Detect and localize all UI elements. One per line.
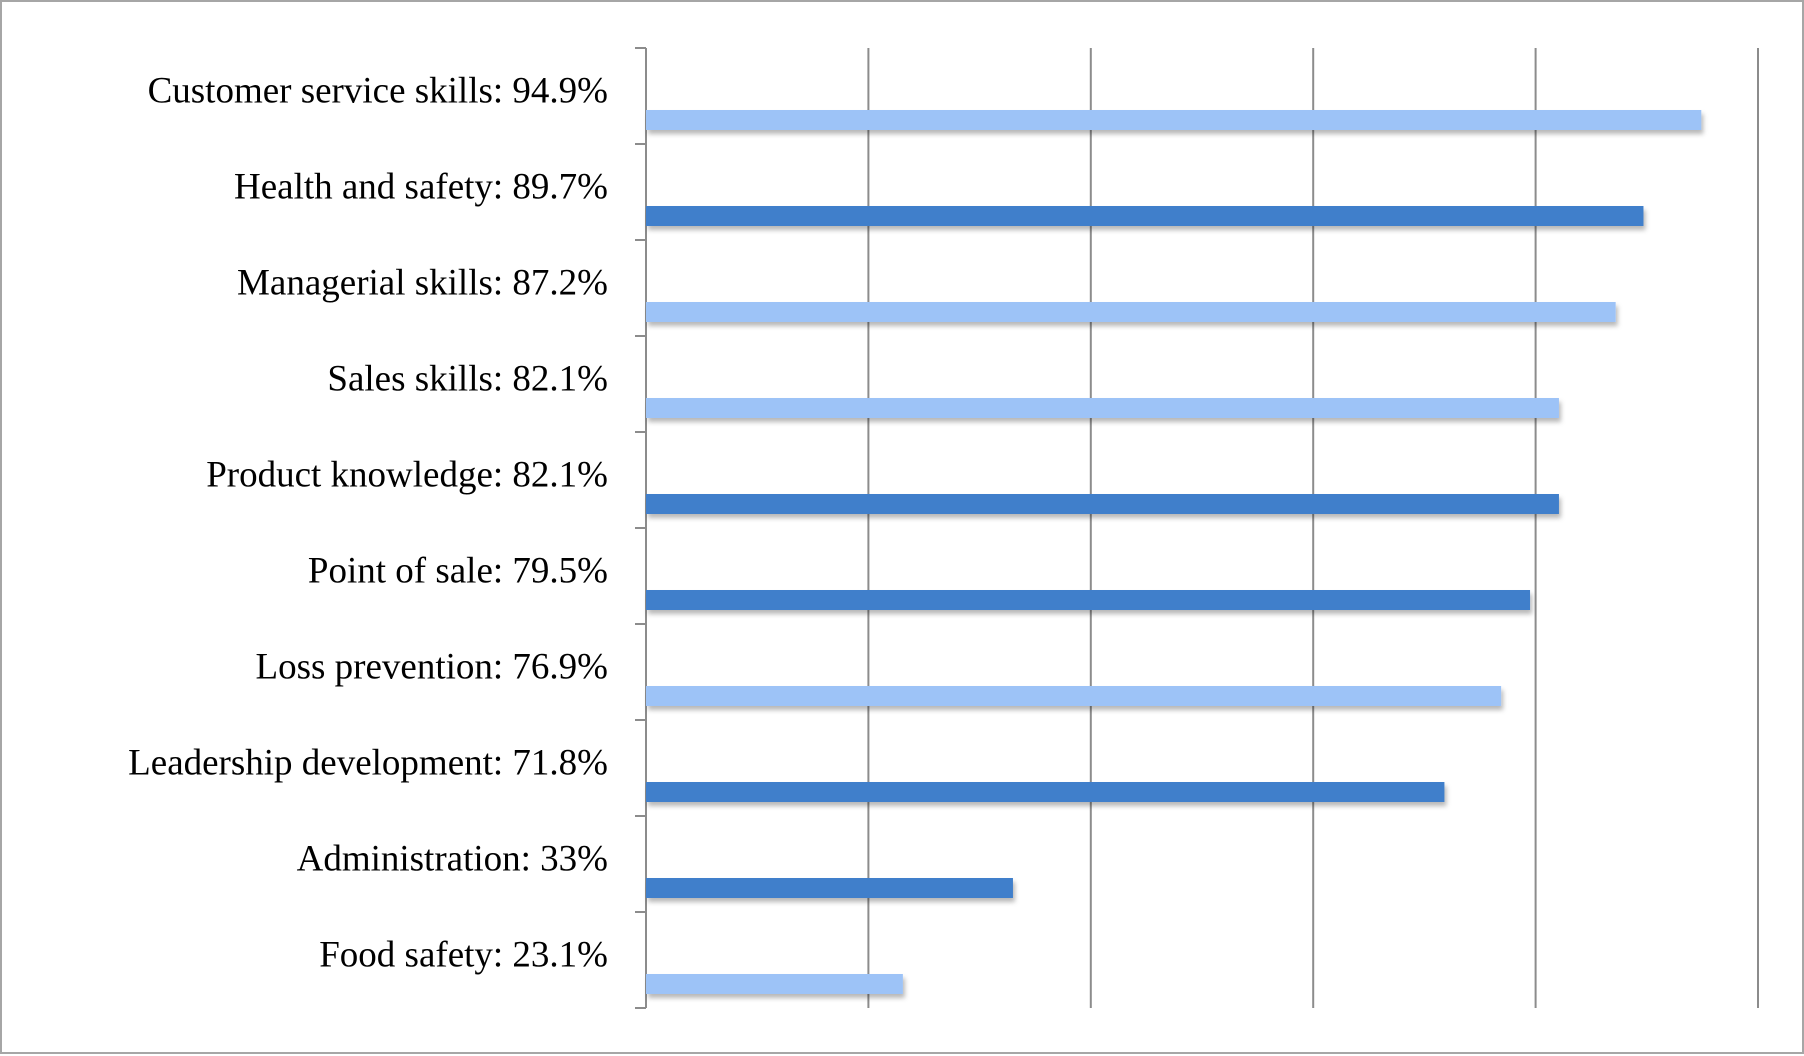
- bar: [646, 302, 1616, 322]
- bar: [646, 782, 1445, 802]
- category-axis: [635, 47, 647, 1009]
- category-label: Loss prevention: 76.9%: [256, 646, 608, 687]
- category-label: Managerial skills: 87.2%: [237, 262, 608, 303]
- bars: [646, 110, 1702, 994]
- bar: [646, 110, 1702, 130]
- bar: [646, 494, 1559, 514]
- category-label: Leadership development: 71.8%: [128, 742, 608, 783]
- gridlines: [867, 48, 1759, 1008]
- bar: [646, 974, 903, 994]
- bar: [646, 206, 1644, 226]
- category-labels: Customer service skills: 94.9% Health and…: [128, 70, 608, 975]
- category-label: Health and safety: 89.7%: [234, 166, 608, 207]
- bar: [646, 398, 1559, 418]
- category-label: Administration: 33%: [297, 838, 608, 879]
- category-label: Sales skills: 82.1%: [327, 358, 608, 399]
- bar: [646, 686, 1502, 706]
- category-label: Customer service skills: 94.9%: [148, 70, 608, 111]
- bar: [646, 878, 1013, 898]
- bar: [646, 590, 1531, 610]
- category-label: Food safety: 23.1%: [319, 934, 608, 975]
- category-label: Point of sale: 79.5%: [308, 550, 608, 591]
- category-label: Product knowledge: 82.1%: [206, 454, 608, 495]
